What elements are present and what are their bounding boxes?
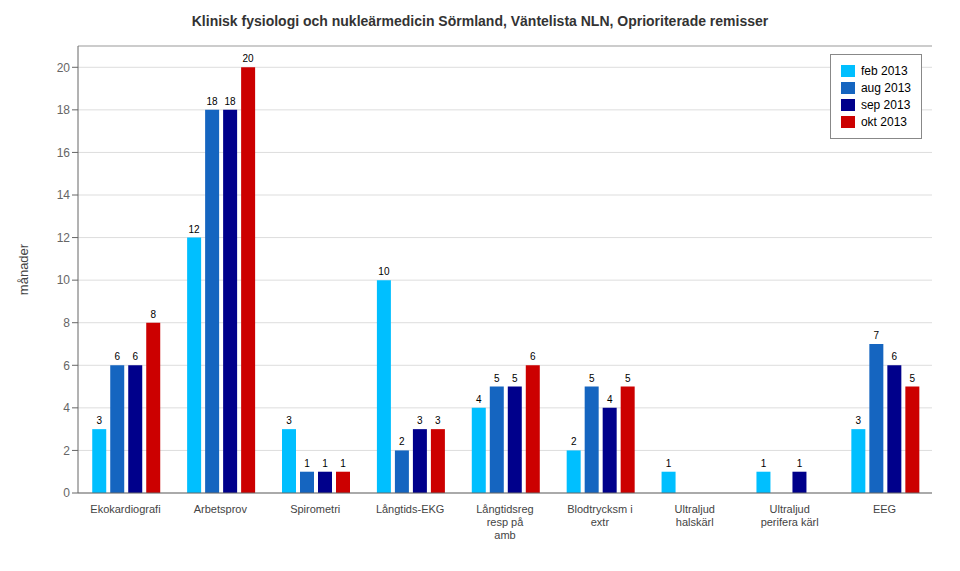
svg-text:18: 18 bbox=[57, 103, 71, 117]
svg-text:3: 3 bbox=[435, 415, 441, 426]
svg-text:4: 4 bbox=[476, 394, 482, 405]
svg-text:10: 10 bbox=[378, 266, 390, 277]
html-text:Klinisk fysiologi och nukleärm: Klinisk fysiologi och nukleärmedicin Sör… bbox=[191, 13, 769, 29]
svg-text:5: 5 bbox=[512, 373, 518, 384]
svg-text:1: 1 bbox=[322, 458, 328, 469]
svg-text:6: 6 bbox=[530, 351, 536, 362]
svg-text:18: 18 bbox=[207, 96, 219, 107]
svg-text:6: 6 bbox=[63, 359, 70, 373]
svg-text:2: 2 bbox=[571, 436, 577, 447]
html-text:aug 2013: aug 2013 bbox=[860, 81, 911, 95]
html-text:sep 2013: sep 2013 bbox=[860, 98, 911, 112]
svg-text:1: 1 bbox=[797, 458, 803, 469]
svg-text:3: 3 bbox=[417, 415, 423, 426]
html-text:feb 2013: feb 2013 bbox=[860, 64, 908, 78]
svg-text:12: 12 bbox=[189, 224, 201, 235]
svg-text:2: 2 bbox=[63, 444, 70, 458]
svg-text:4: 4 bbox=[607, 394, 613, 405]
svg-text:6: 6 bbox=[892, 351, 898, 362]
svg-text:7: 7 bbox=[874, 330, 880, 341]
svg-text:10: 10 bbox=[57, 273, 71, 287]
svg-text:6: 6 bbox=[132, 351, 138, 362]
svg-text:1: 1 bbox=[340, 458, 346, 469]
svg-text:18: 18 bbox=[225, 96, 237, 107]
svg-text:Ultraljudperifera kärl: Ultraljudperifera kärl bbox=[761, 503, 819, 528]
svg-text:20: 20 bbox=[57, 61, 71, 75]
svg-text:6: 6 bbox=[114, 351, 120, 362]
svg-text:14: 14 bbox=[57, 188, 71, 202]
html-text:okt 2013: okt 2013 bbox=[860, 115, 907, 129]
svg-text:3: 3 bbox=[286, 415, 292, 426]
svg-text:8: 8 bbox=[63, 316, 70, 330]
svg-text:Långtids-EKG: Långtids-EKG bbox=[376, 503, 444, 515]
svg-text:5: 5 bbox=[910, 373, 916, 384]
svg-text:3: 3 bbox=[856, 415, 862, 426]
svg-text:EEG: EEG bbox=[873, 503, 896, 515]
svg-text:1: 1 bbox=[304, 458, 310, 469]
svg-text:1: 1 bbox=[761, 458, 767, 469]
svg-text:3: 3 bbox=[96, 415, 102, 426]
svg-text:Spirometri: Spirometri bbox=[290, 503, 340, 515]
svg-text:Långtidsregresp påamb: Långtidsregresp påamb bbox=[476, 503, 534, 541]
svg-text:2: 2 bbox=[399, 436, 405, 447]
svg-text:1: 1 bbox=[666, 458, 672, 469]
svg-text:16: 16 bbox=[57, 146, 71, 160]
svg-text:Arbetsprov: Arbetsprov bbox=[194, 503, 248, 515]
svg-text:5: 5 bbox=[625, 373, 631, 384]
svg-text:20: 20 bbox=[243, 53, 255, 64]
svg-text:4: 4 bbox=[63, 401, 70, 415]
svg-text:Blodtrycksm iextr: Blodtrycksm iextr bbox=[567, 503, 632, 528]
svg-text:5: 5 bbox=[494, 373, 500, 384]
svg-text:8: 8 bbox=[150, 309, 156, 320]
svg-text:månader: månader bbox=[16, 243, 31, 295]
svg-text:0: 0 bbox=[63, 486, 70, 500]
svg-text:Ekokardiografi: Ekokardiografi bbox=[90, 503, 160, 515]
svg-text:12: 12 bbox=[57, 231, 71, 245]
svg-text:5: 5 bbox=[589, 373, 595, 384]
svg-text:Ultraljudhalskärl: Ultraljudhalskärl bbox=[675, 503, 715, 528]
